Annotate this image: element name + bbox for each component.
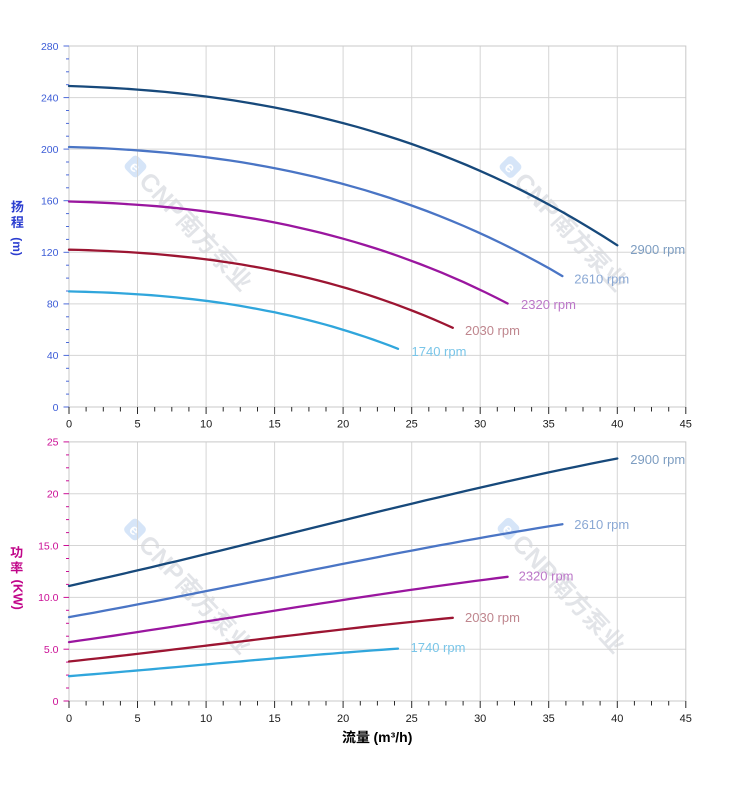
svg-text:(KW): (KW)	[11, 580, 26, 610]
svg-text:0: 0	[53, 696, 59, 708]
svg-text:1740 rpm: 1740 rpm	[412, 344, 467, 359]
svg-text:5: 5	[134, 713, 140, 725]
svg-text:5: 5	[134, 419, 140, 431]
svg-text:2030 rpm: 2030 rpm	[465, 323, 520, 338]
svg-text:40: 40	[47, 350, 59, 362]
svg-text:15: 15	[268, 419, 280, 431]
svg-text:20: 20	[337, 713, 349, 725]
svg-text:240: 240	[41, 92, 59, 104]
svg-text:20: 20	[337, 419, 349, 431]
svg-text:0: 0	[66, 713, 72, 725]
svg-text:45: 45	[680, 713, 692, 725]
svg-text:2320 rpm: 2320 rpm	[519, 569, 574, 584]
svg-text:10: 10	[200, 419, 212, 431]
svg-text:2900 rpm: 2900 rpm	[630, 242, 685, 257]
svg-text:40: 40	[611, 713, 623, 725]
svg-text:45: 45	[680, 419, 692, 431]
svg-text:25: 25	[406, 419, 418, 431]
svg-text:15: 15	[268, 713, 280, 725]
svg-text:2320 rpm: 2320 rpm	[521, 297, 576, 312]
svg-text:0: 0	[66, 419, 72, 431]
svg-text:25: 25	[406, 713, 418, 725]
svg-text:2900 rpm: 2900 rpm	[630, 452, 685, 467]
svg-text:120: 120	[41, 247, 59, 259]
svg-text:0: 0	[53, 402, 59, 414]
svg-text:2610 rpm: 2610 rpm	[574, 272, 629, 287]
svg-text:(m³/h): (m³/h)	[374, 729, 413, 745]
svg-text:5.0: 5.0	[44, 644, 59, 656]
svg-text:25: 25	[47, 437, 59, 449]
svg-text:160: 160	[41, 196, 59, 208]
svg-text:10: 10	[200, 713, 212, 725]
svg-text:80: 80	[47, 299, 59, 311]
svg-text:30: 30	[474, 419, 486, 431]
svg-text:35: 35	[543, 419, 555, 431]
svg-text:40: 40	[611, 419, 623, 431]
svg-text:280: 280	[41, 41, 59, 53]
svg-text:30: 30	[474, 713, 486, 725]
svg-text:10.0: 10.0	[38, 592, 59, 604]
svg-text:15.0: 15.0	[38, 540, 59, 552]
svg-text:(m): (m)	[10, 237, 24, 256]
svg-text:2610 rpm: 2610 rpm	[574, 517, 629, 532]
svg-text:35: 35	[543, 713, 555, 725]
svg-text:2030 rpm: 2030 rpm	[465, 610, 520, 625]
svg-text:200: 200	[41, 144, 59, 156]
svg-text:1740 rpm: 1740 rpm	[411, 640, 466, 655]
svg-text:20: 20	[47, 489, 59, 501]
